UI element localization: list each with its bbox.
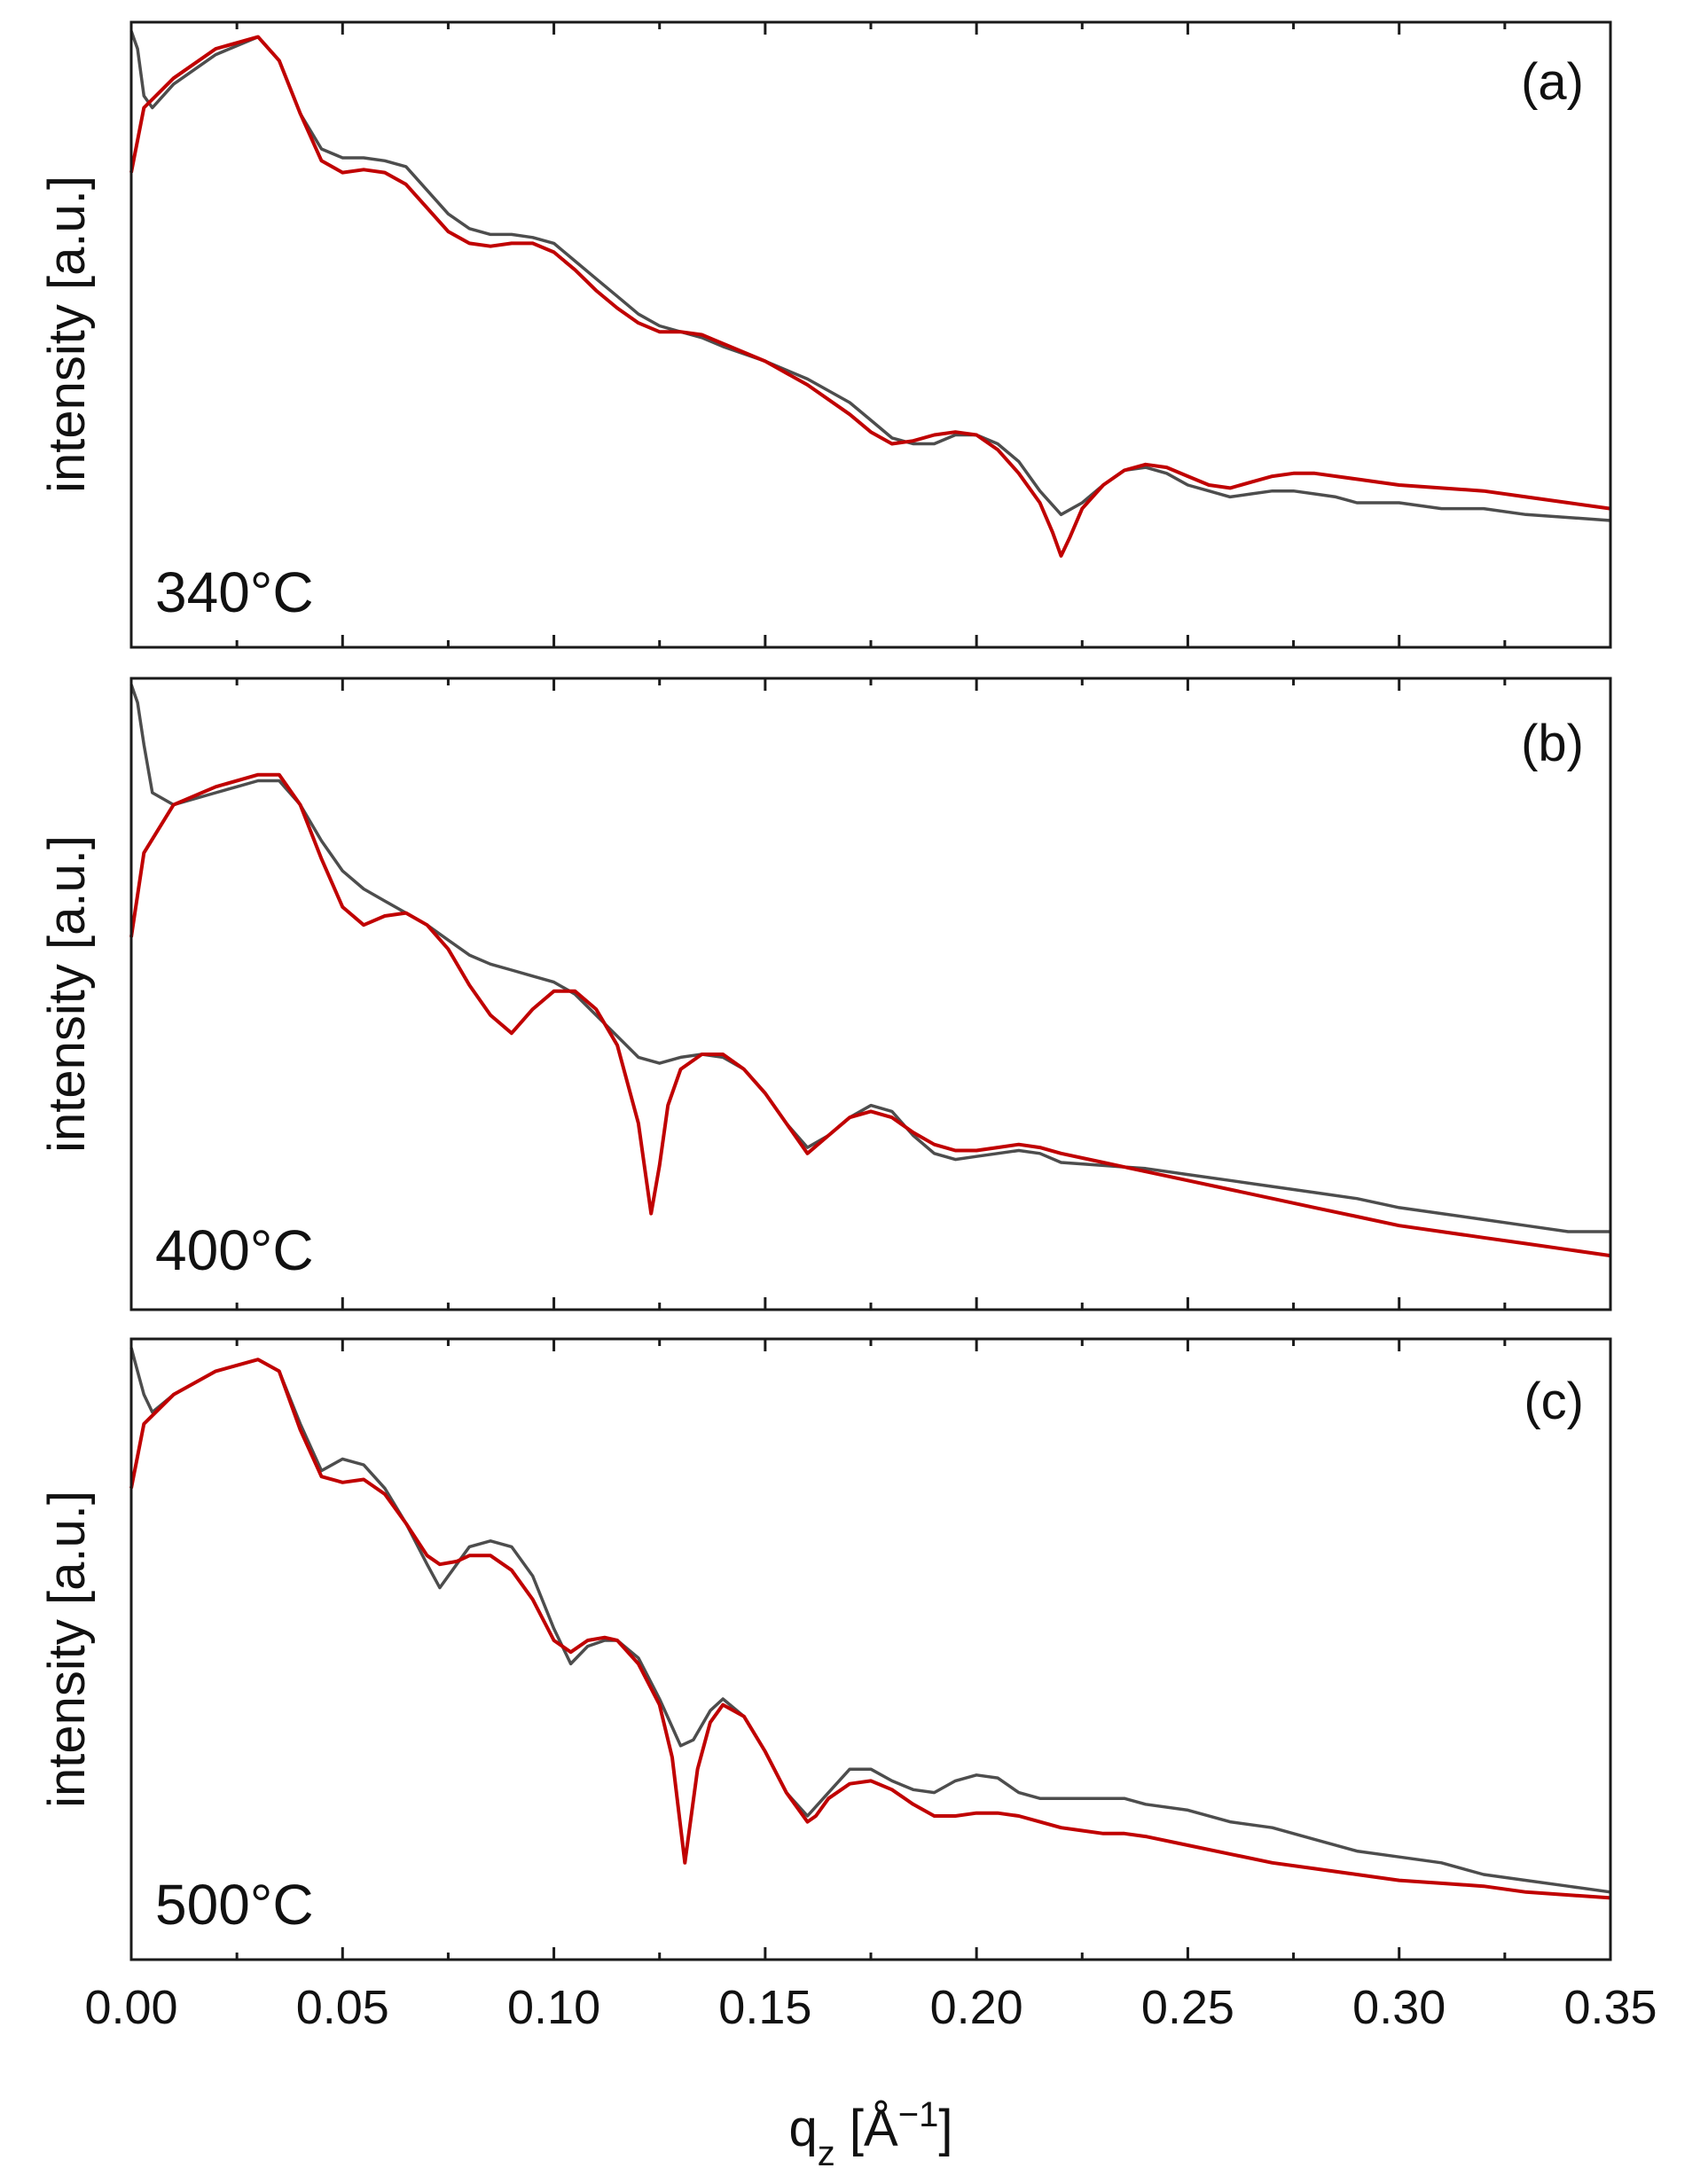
panel-b-series: [129, 684, 1611, 1258]
panel-c-ticks: [129, 1339, 1612, 1960]
panel-b-ylabel: intensity [a.u.]: [38, 835, 96, 1153]
x-axis-label-unit: [Å: [835, 2100, 898, 2157]
panel-b-label: (b): [1521, 715, 1584, 772]
panel-a-label: (a): [1521, 53, 1584, 111]
panel-a: intensity [a.u.] (a) 340°C: [38, 20, 1612, 649]
panel-c: intensity [a.u.] (c) 500°C: [38, 1337, 1612, 1961]
panel-c-fit-line: [129, 1358, 1611, 1900]
x-tick-label: 0.05: [296, 1981, 389, 2034]
panel-a-series: [129, 30, 1611, 558]
panel-c-temperature: 500°C: [155, 1873, 314, 1937]
x-axis-label-exp: −1: [898, 2095, 939, 2134]
panel-b-measured-line: [129, 684, 1610, 1233]
panel-c-label: (c): [1524, 1373, 1584, 1430]
panel-a-measured-line: [129, 30, 1611, 522]
panel-a-frame: [129, 20, 1612, 649]
panel-b-ticks: [129, 678, 1612, 1310]
x-tick-label: 0.30: [1352, 1981, 1446, 2034]
panel-b-frame: [129, 677, 1612, 1311]
panel-c-ylabel: intensity [a.u.]: [38, 1491, 96, 1808]
x-axis-label-close: ]: [938, 2100, 952, 2157]
x-tick-label: 0.25: [1141, 1981, 1234, 2034]
panel-a-temperature: 340°C: [155, 560, 314, 624]
panel-b-fit-line: [129, 772, 1611, 1258]
panel-b-temperature: 400°C: [155, 1218, 314, 1282]
x-tick-label: 0.00: [84, 1981, 177, 2034]
panel-c-frame: [129, 1337, 1612, 1961]
x-axis-label: qz [Å−1]: [789, 2095, 953, 2168]
x-tick-label: 0.20: [930, 1981, 1023, 2034]
panel-c-series: [129, 1347, 1611, 1900]
x-tick-label: 0.35: [1563, 1981, 1657, 2034]
x-tick-label: 0.10: [507, 1981, 600, 2034]
panel-a-ticks: [129, 22, 1612, 647]
panel-a-ylabel: intensity [a.u.]: [38, 176, 96, 493]
panel-a-fit-line: [129, 35, 1611, 558]
x-axis-label-main: q: [789, 2100, 818, 2157]
panel-c-measured-line: [129, 1347, 1611, 1894]
x-tick-labels: 0.00 0.05 0.10 0.15 0.20 0.25 0.30 0.35: [84, 1981, 1657, 2034]
x-axis-label-sub: z: [818, 2134, 835, 2168]
x-tick-label: 0.15: [718, 1981, 811, 2034]
panel-b: intensity [a.u.] (b) 400°C: [38, 677, 1612, 1311]
